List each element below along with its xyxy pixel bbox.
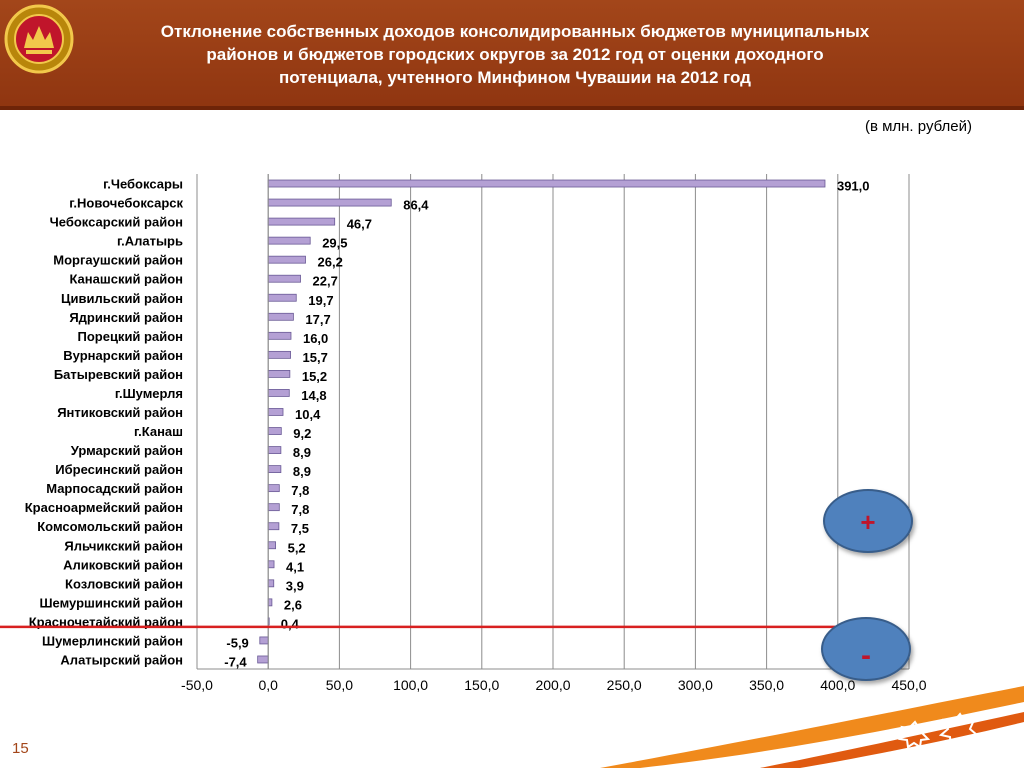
category-label: Чебоксарский район (50, 215, 183, 230)
value-label: 19,7 (308, 293, 333, 308)
category-label: Яльчикский район (64, 538, 183, 553)
x-tick-label: -50,0 (181, 677, 213, 693)
category-label: г.Канаш (134, 424, 183, 439)
value-label: 391,0 (837, 179, 870, 194)
category-label: г.Шумерля (115, 386, 183, 401)
category-label: г.Новочебоксарск (69, 196, 183, 211)
x-tick-label: 50,0 (326, 677, 353, 693)
x-tick-label: 100,0 (393, 677, 428, 693)
positive-deviation-badge: + (823, 489, 913, 553)
slide-title: Отклонение собственных доходов консолиди… (160, 22, 870, 87)
value-label: 8,9 (293, 464, 311, 479)
value-label: 3,9 (286, 578, 304, 593)
chuvashia-emblem-icon (4, 4, 74, 74)
category-label: Красноармейский район (25, 500, 183, 515)
x-tick-label: 150,0 (464, 677, 499, 693)
value-label: 29,5 (322, 236, 347, 251)
category-label: Моргаушский район (53, 253, 183, 268)
x-tick-label: 300,0 (678, 677, 713, 693)
category-label: Батыревский район (54, 367, 183, 382)
value-label: -5,9 (226, 635, 248, 650)
value-label: 7,8 (291, 483, 309, 498)
x-tick-label: 400,0 (820, 677, 855, 693)
category-label: Вурнарский район (63, 348, 183, 363)
category-label: Марпосадский район (46, 481, 183, 496)
category-label: Порецкий район (77, 329, 183, 344)
negative-deviation-badge: - (821, 617, 911, 681)
x-tick-label: 200,0 (535, 677, 570, 693)
deviation-bar-chart: -50,0 0,0 50,0 100,0 150,0 200,0 250,0 300,0 350… (0, 174, 927, 693)
category-label: г.Алатырь (117, 234, 183, 249)
value-label: -7,4 (224, 654, 247, 669)
value-label: 14,8 (301, 388, 326, 403)
value-label: 9,2 (293, 426, 311, 441)
value-label: 7,8 (291, 502, 309, 517)
category-label: Янтиковский район (57, 405, 183, 420)
units-label: (в млн. рублей) (864, 118, 972, 135)
value-label: 16,0 (303, 331, 328, 346)
x-tick-label: 0,0 (258, 677, 278, 693)
category-label: г.Чебоксары (103, 177, 183, 192)
category-label: Цивильский район (61, 291, 183, 306)
category-label: Урмарский район (71, 443, 183, 458)
value-label: 17,7 (305, 312, 330, 327)
category-label: Канашский район (69, 272, 183, 287)
value-label: 22,7 (313, 274, 338, 289)
category-label: Аликовский район (63, 557, 183, 572)
value-label: 5,2 (288, 540, 306, 555)
category-label: Козловский район (65, 576, 183, 591)
value-label: 10,4 (295, 407, 321, 422)
value-label: 2,6 (284, 597, 302, 612)
value-label: 8,9 (293, 445, 311, 460)
category-label: Комсомольский район (37, 519, 183, 534)
category-label: Ибресинский район (55, 462, 183, 477)
page-number: 15 (12, 740, 29, 757)
x-tick-label: 350,0 (749, 677, 784, 693)
value-label: 15,7 (303, 350, 328, 365)
value-label: 26,2 (318, 255, 343, 270)
value-label: 4,1 (286, 559, 304, 574)
value-label: 15,2 (302, 369, 327, 384)
header-banner: Отклонение собственных доходов консолиди… (0, 0, 1024, 110)
category-label: Алатырский район (60, 652, 183, 667)
category-label: Шумерлинский район (42, 633, 183, 648)
category-label: Ядринский район (69, 310, 183, 325)
x-tick-label: 250,0 (607, 677, 642, 693)
header-divider (0, 106, 1024, 110)
category-label: Шемуршинский район (39, 595, 183, 610)
category-label: Красночетайский район (29, 614, 183, 629)
value-label: 86,4 (403, 198, 429, 213)
value-label: 7,5 (291, 521, 309, 536)
x-tick-label: 450,0 (891, 677, 926, 693)
value-label: 46,7 (347, 217, 372, 232)
